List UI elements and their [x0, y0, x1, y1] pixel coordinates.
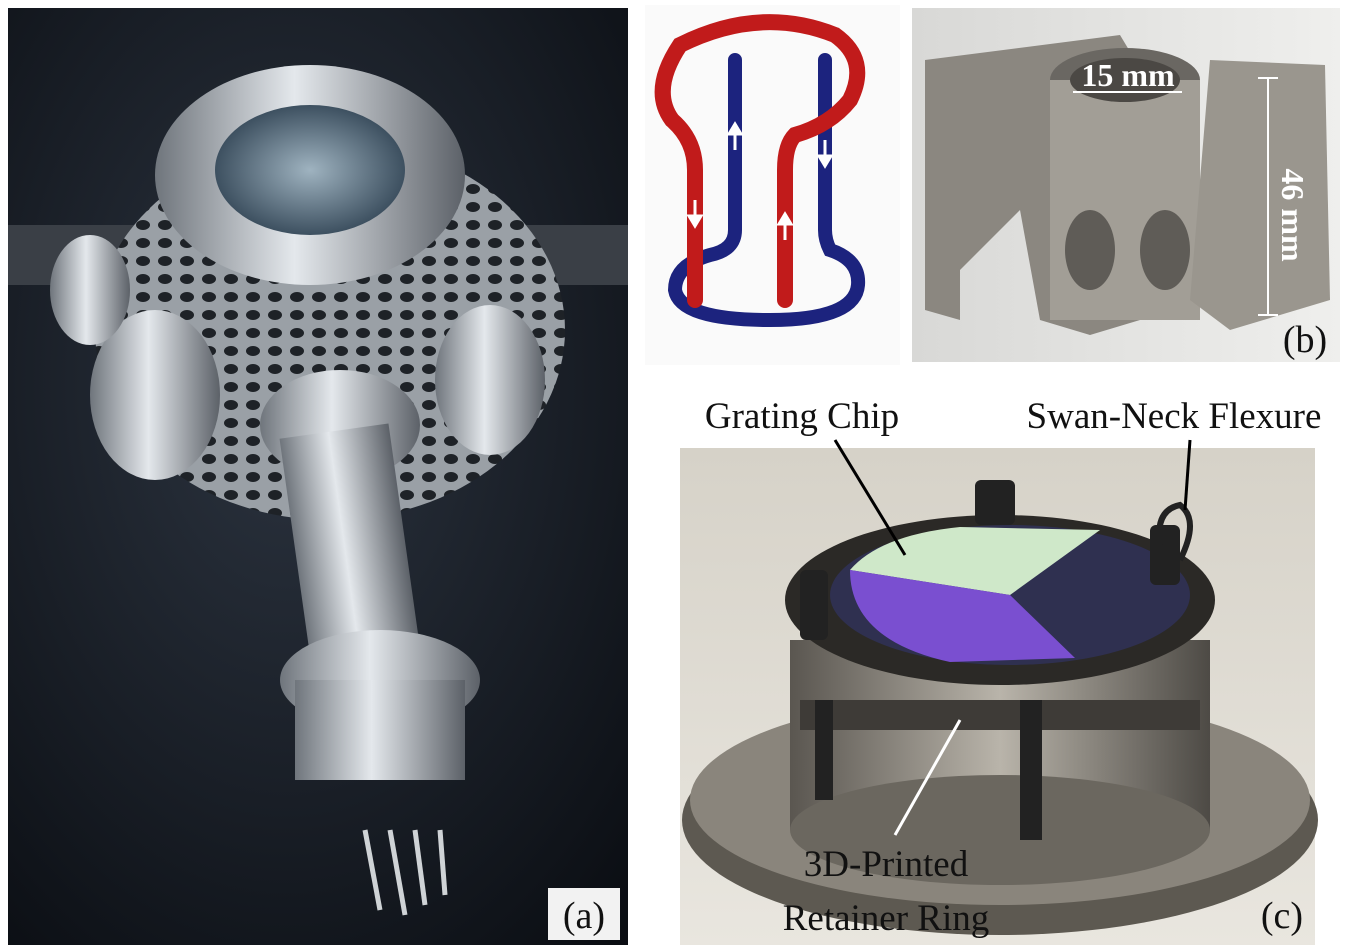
- panel-label: (a): [563, 895, 605, 937]
- dimension-label: 46 mm: [1275, 168, 1311, 262]
- figure: (a) 15 mm 46 mm (b): [0, 0, 1362, 948]
- viewport: [215, 105, 405, 235]
- window: [1065, 210, 1115, 290]
- panel-label: (c): [1261, 895, 1303, 937]
- dimension-label: 15 mm: [1081, 57, 1175, 93]
- annotation: Retainer Ring: [783, 898, 990, 939]
- feedthrough-body: [295, 680, 465, 780]
- retainer-ring: [800, 700, 1200, 730]
- annotation: 3D-Printed: [804, 844, 969, 885]
- panel-label: (b): [1283, 319, 1327, 361]
- panel-a: (a): [8, 8, 628, 945]
- side-flange: [50, 235, 130, 345]
- annotation: Grating Chip: [705, 396, 899, 437]
- panel-c: Grating Chip Swan-Neck Flexure 3D-Printe…: [680, 396, 1321, 945]
- side-flange: [435, 305, 545, 455]
- window: [1140, 210, 1190, 290]
- annotation: Swan-Neck Flexure: [1027, 396, 1322, 437]
- panel-b: 15 mm 46 mm (b): [645, 5, 1340, 365]
